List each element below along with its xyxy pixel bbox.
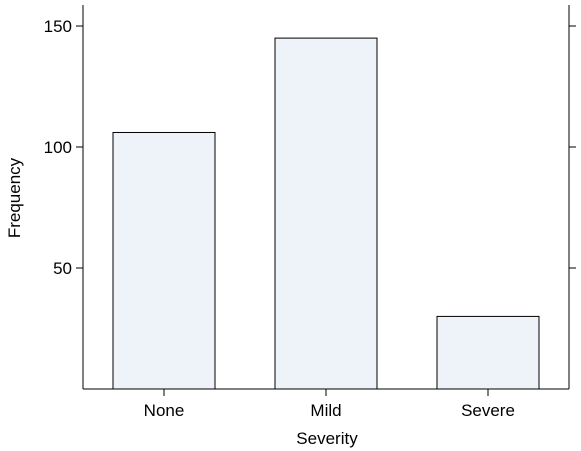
x-axis-label: Severity [296,429,358,448]
x-tick-label: Mild [310,401,341,420]
x-axis-ticks: None Mild Severe [144,389,515,420]
y-tick-label: 50 [53,259,72,278]
x-tick-label: None [144,401,185,420]
bar-severe [436,315,540,390]
y-tick-label: 150 [44,17,72,36]
x-tick-label: Severe [461,401,515,420]
y-axis-label: Frequency [5,157,24,238]
bars-group [112,37,540,390]
y-tick-label: 100 [44,138,72,157]
bar-mild [274,37,378,390]
y-axis-ticks: 50 100 150 [44,17,576,278]
bar-none [112,131,216,390]
